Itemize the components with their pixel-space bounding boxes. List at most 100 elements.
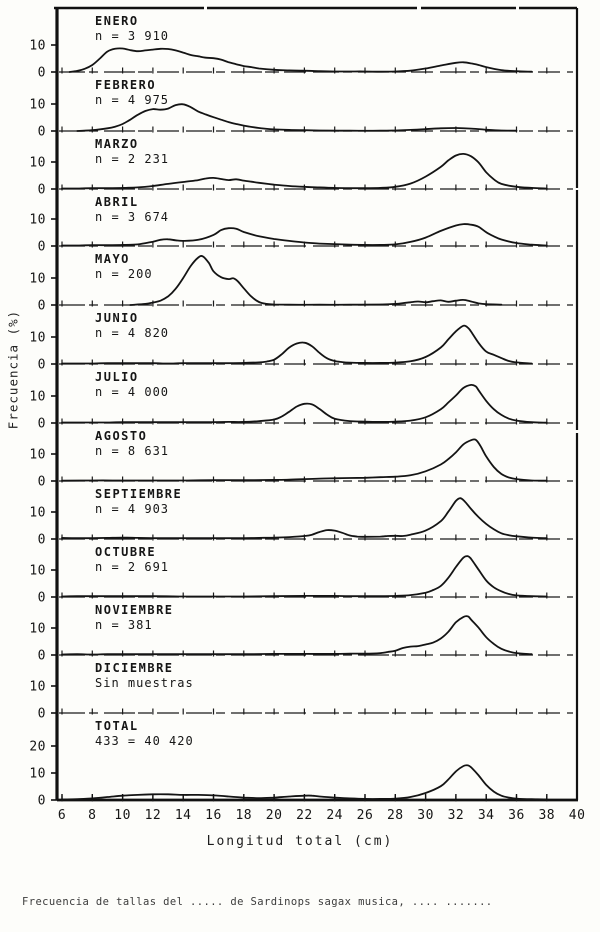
sample-size-label-diciembre: Sin muestras [95, 676, 194, 690]
frequency-curve-septiembre [61, 497, 548, 540]
x-tick-label: 10 [114, 808, 131, 823]
x-tick-label: 14 [175, 808, 192, 823]
sample-size-label-abril: n = 3 674 [95, 210, 169, 224]
y-tick-label: 10 [29, 272, 46, 287]
y-tick-label: 10 [29, 767, 46, 782]
month-label-junio: JUNIO [95, 311, 139, 325]
y-tick-label: 10 [29, 98, 46, 113]
figure-caption: Frecuencia de tallas del ..... de Sardin… [22, 896, 493, 908]
month-label-noviembre: NOVIEMBRE [95, 603, 174, 617]
frequency-curve-marzo [61, 152, 548, 190]
sample-size-label-noviembre: n = 381 [95, 618, 153, 632]
frequency-curve-octubre [61, 555, 548, 598]
x-tick-label: 24 [326, 808, 343, 823]
sample-size-label-agosto: n = 8 631 [95, 444, 169, 458]
y-tick-label: 10 [29, 331, 46, 346]
x-axis-label: Longitud total (cm) [206, 834, 394, 849]
frequency-curve-agosto [61, 438, 548, 482]
x-tick-label: 28 [387, 808, 404, 823]
month-label-febrero: FEBRERO [95, 78, 156, 92]
sample-size-label-marzo: n = 2 231 [95, 152, 169, 166]
month-label-enero: ENERO [95, 14, 139, 28]
x-tick-label: 30 [417, 808, 434, 823]
sample-size-label-octubre: n = 2 691 [95, 560, 169, 574]
x-tick-label: 16 [205, 808, 222, 823]
x-tick-label: 22 [296, 808, 313, 823]
y-tick-label: 0 [38, 240, 46, 255]
sample-size-label-junio: n = 4 820 [95, 326, 169, 340]
month-label-agosto: AGOSTO [95, 429, 147, 443]
y-tick-label: 20 [29, 740, 46, 755]
month-label-total: TOTAL [95, 719, 139, 733]
y-tick-label: 10 [29, 564, 46, 579]
month-label-septiembre: SEPTIEMBRE [95, 487, 182, 501]
sample-size-label-julio: n = 4 000 [95, 385, 169, 399]
month-label-abril: ABRIL [95, 195, 139, 209]
y-tick-label: 10 [29, 448, 46, 463]
month-label-diciembre: DICIEMBRE [95, 661, 174, 675]
x-tick-label: 36 [508, 808, 525, 823]
x-tick-label: 12 [145, 808, 162, 823]
y-tick-label: 10 [29, 506, 46, 521]
x-tick-label: 18 [235, 808, 252, 823]
x-tick-label: 34 [478, 808, 495, 823]
frequency-curve-mayo [129, 255, 503, 306]
sample-size-label-septiembre: n = 4 903 [95, 502, 169, 516]
sample-size-label-total: 433 = 40 420 [95, 734, 194, 748]
frequency-curve-abril [61, 223, 548, 247]
x-tick-label: 8 [88, 808, 96, 823]
month-label-marzo: MARZO [95, 137, 139, 151]
month-label-julio: JULIO [95, 370, 139, 384]
y-tick-label: 0 [38, 358, 46, 373]
y-tick-label: 10 [29, 680, 46, 695]
x-tick-label: 20 [266, 808, 283, 823]
y-tick-label: 10 [29, 156, 46, 171]
y-tick-label: 10 [29, 622, 46, 637]
sample-size-label-enero: n = 3 910 [95, 29, 169, 43]
x-tick-label: 38 [538, 808, 555, 823]
month-label-mayo: MAYO [95, 252, 130, 266]
frequency-curve-enero [68, 47, 533, 73]
x-tick-label: 6 [58, 808, 66, 823]
y-tick-label: 0 [38, 299, 46, 314]
y-tick-label: 10 [29, 390, 46, 405]
y-tick-label: 10 [29, 213, 46, 228]
y-tick-label: 0 [38, 66, 46, 81]
frequency-curve-julio [61, 383, 548, 424]
y-tick-label: 0 [38, 475, 46, 490]
y-tick-label: 0 [38, 125, 46, 140]
x-tick-label: 26 [357, 808, 374, 823]
y-tick-label: 0 [38, 533, 46, 548]
y-tick-label: 0 [38, 183, 46, 198]
y-tick-label: 0 [38, 417, 46, 432]
x-tick-label: 40 [569, 808, 586, 823]
y-tick-label: 0 [38, 649, 46, 664]
frequency-curve-febrero [76, 103, 518, 132]
sample-size-label-febrero: n = 4 975 [95, 93, 169, 107]
y-axis-label: Frecuencia (%) [5, 309, 21, 430]
sample-size-label-mayo: n = 200 [95, 267, 153, 281]
frequency-curve-junio [61, 324, 533, 365]
month-label-octubre: OCTUBRE [95, 545, 156, 559]
y-tick-label: 10 [29, 39, 46, 54]
frequency-curve-total [61, 764, 548, 801]
y-tick-label: 0 [38, 591, 46, 606]
y-tick-label: 0 [38, 794, 46, 809]
x-tick-label: 32 [448, 808, 465, 823]
y-tick-label: 0 [38, 707, 46, 722]
